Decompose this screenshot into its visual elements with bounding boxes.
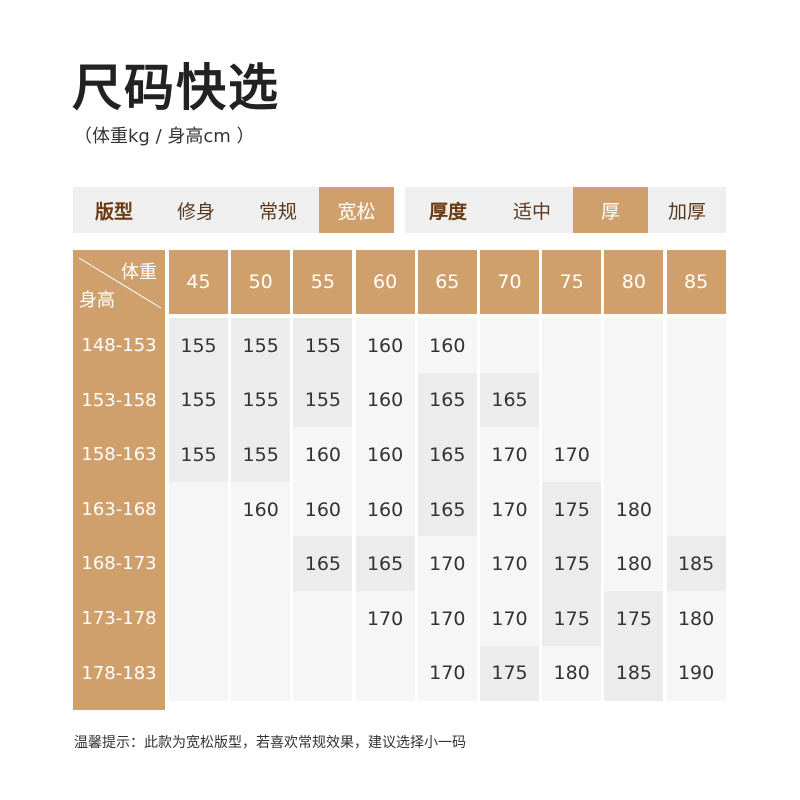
height-label: 163-168 [81,498,157,520]
size-cell: 155 [169,372,228,429]
height-label: 178-183 [81,662,157,684]
size-cell: 160 [231,481,291,538]
size-cell: 165 [293,536,353,592]
fit-option-slim[interactable]: 修身 [176,200,215,223]
size-cell: 170 [417,591,477,647]
size-cell: 170 [417,645,477,702]
size-cell [355,645,415,702]
height-label: 158-163 [81,444,157,466]
size-cell: 160 [355,318,415,374]
size-cell: 165 [417,481,477,538]
size-cell: 190 [666,645,726,702]
size-cell: 180 [666,591,726,647]
fit-option-loose[interactable]: 宽松 [319,187,394,233]
size-cell: 170 [480,536,539,592]
weight-header: 85 [666,250,726,314]
size-cell: 170 [480,591,539,647]
size-cell [169,536,228,592]
size-cell: 165 [417,372,477,429]
tip-note: 温馨提示：此款为宽松版型，若喜欢常规效果，建议选择小一码 [74,735,466,751]
size-cell: 175 [542,536,602,592]
fit-label: 版型 [94,200,133,223]
size-cell [604,318,664,374]
size-cell [604,427,664,483]
size-cell: 185 [604,645,664,702]
size-cell [293,645,353,702]
page-title: 尺码快选 [72,59,280,117]
size-cell [542,372,602,429]
size-cell [169,481,228,538]
size-cell: 175 [480,645,539,702]
corner-weight-label: 体重 [121,262,157,283]
size-cell: 175 [542,591,602,647]
size-cell: 180 [604,481,664,538]
weight-header: 80 [604,250,664,314]
height-label: 168-173 [81,553,157,575]
size-cell: 160 [293,481,353,538]
fit-selector: 版型 修身 常规 宽松 [73,187,394,233]
size-cell: 160 [355,372,415,429]
size-cell: 175 [542,481,602,538]
unit-subtitle: （体重kg / 身高cm ） [74,126,255,147]
size-cell: 180 [604,536,664,592]
size-cell: 155 [231,318,291,374]
height-label: 153-158 [81,389,157,411]
thickness-option-extra-thick[interactable]: 加厚 [667,200,706,223]
size-cell: 155 [169,427,228,483]
size-cell [169,645,228,702]
height-label: 173-178 [81,608,157,629]
thickness-option-thick[interactable]: 厚 [573,187,648,233]
size-cell: 165 [417,427,477,483]
size-cell: 165 [480,372,539,429]
size-cell [666,427,726,483]
size-cell: 170 [417,536,477,592]
size-cell: 160 [293,427,353,483]
height-label: 148-153 [81,335,157,356]
thickness-option-medium[interactable]: 适中 [512,200,551,223]
size-cell [666,481,726,538]
size-cell [293,591,353,647]
diagonal-divider [78,257,162,309]
size-cell: 185 [666,536,726,592]
size-cell [480,318,539,374]
size-cell: 170 [355,591,415,647]
weight-header: 75 [542,250,602,314]
weight-header: 45 [169,250,228,314]
weight-header: 60 [355,250,415,314]
weight-header: 50 [231,250,291,314]
size-cell [666,372,726,429]
weight-header: 70 [480,250,539,314]
size-cell: 170 [480,481,539,538]
size-cell: 155 [169,318,228,374]
table-corner: 体重 身高 [73,250,165,314]
size-cell: 160 [355,427,415,483]
fit-option-regular[interactable]: 常规 [258,200,297,223]
size-cell [231,536,291,592]
size-cell: 165 [355,536,415,592]
size-cell: 155 [293,372,353,429]
corner-height-label: 身高 [79,290,115,311]
size-cell [666,318,726,374]
height-column: 体重 身高 148-153 153-158 158-163 163-168 168-17… [73,250,165,710]
size-cell: 155 [231,427,291,483]
size-cell: 170 [480,427,539,483]
size-cell: 170 [542,427,602,483]
size-cell: 160 [417,318,477,374]
weight-header: 55 [293,250,353,314]
size-cell: 160 [355,481,415,538]
size-cell: 155 [231,372,291,429]
size-cell: 180 [542,645,602,702]
thickness-selector: 厚度 适中 厚 加厚 [405,187,726,233]
weight-header: 65 [417,250,477,314]
size-cell [169,591,228,647]
size-cell [542,318,602,374]
size-cell [231,591,291,647]
size-cell [604,372,664,429]
size-cell [231,645,291,702]
size-cell: 175 [604,591,664,647]
thickness-label: 厚度 [428,200,467,223]
size-cell: 155 [293,318,353,374]
